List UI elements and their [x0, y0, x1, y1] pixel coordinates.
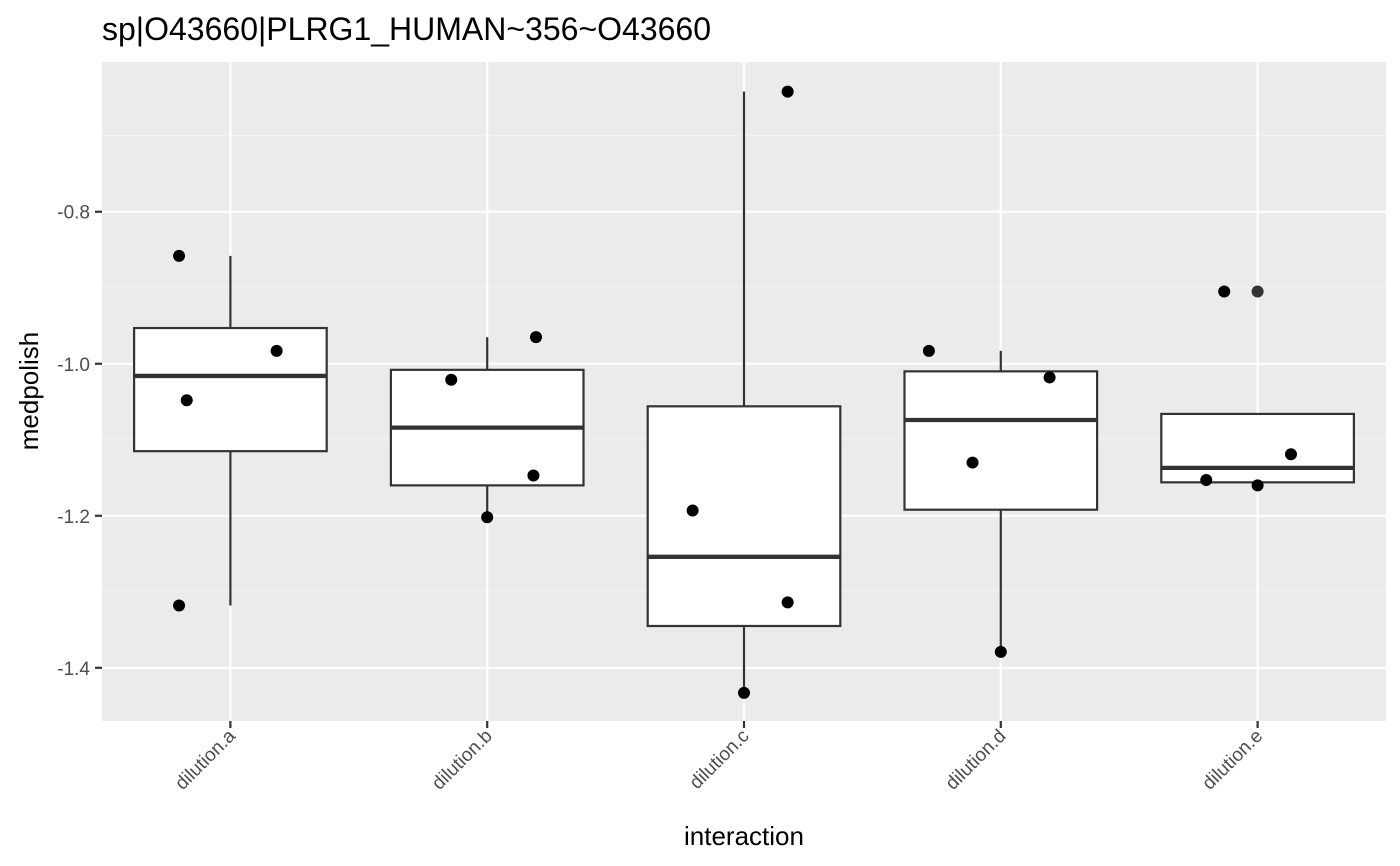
data-point	[738, 686, 750, 699]
data-point	[445, 373, 458, 386]
y-axis: -1.4 -1.2 -1.0 -0.8	[57, 203, 102, 680]
box-dilution-a	[133, 255, 328, 606]
outlier-point	[1251, 285, 1264, 298]
y-tick-label: -1.2	[57, 507, 90, 528]
y-tick-label: -0.8	[57, 203, 90, 224]
x-tick-label: dilution.e	[1199, 726, 1268, 795]
box-iqr	[903, 370, 1099, 511]
data-point	[686, 504, 699, 517]
data-point	[781, 596, 794, 609]
point-layer	[173, 85, 1297, 699]
box-dilution-e	[1160, 412, 1356, 486]
data-point	[529, 331, 542, 344]
data-point	[270, 344, 283, 357]
x-tick-label: dilution.c	[686, 726, 754, 794]
data-point	[1043, 371, 1056, 384]
data-point	[527, 469, 540, 482]
box-iqr	[646, 405, 842, 628]
data-point	[1251, 479, 1264, 492]
data-point	[922, 344, 935, 357]
data-point	[781, 85, 794, 98]
data-point	[481, 511, 494, 524]
data-point	[173, 599, 186, 612]
data-point	[966, 456, 979, 469]
box-iqr	[1160, 412, 1356, 484]
chart-title: sp|O43660|PLRG1_HUMAN~356~O43660	[102, 11, 711, 47]
x-tick-label: dilution.b	[428, 726, 497, 795]
box-dilution-b	[389, 337, 585, 518]
data-point	[1218, 285, 1231, 298]
box-dilution-d	[903, 350, 1099, 652]
box-layer	[133, 91, 1356, 693]
data-point	[180, 394, 193, 407]
x-tick-label: dilution.d	[942, 726, 1011, 795]
x-tick-label: dilution.a	[171, 725, 240, 794]
data-point	[994, 645, 1007, 658]
y-tick-label: -1.0	[57, 355, 90, 376]
data-point	[1200, 474, 1213, 487]
x-axis: dilution.a dilution.b dilution.c dilution.d…	[171, 721, 1267, 794]
x-axis-title: interaction	[684, 821, 804, 851]
data-point	[173, 249, 186, 262]
y-axis-title: medpolish	[14, 332, 44, 451]
data-point	[1284, 448, 1297, 461]
box-iqr	[133, 326, 328, 453]
box-dilution-c	[646, 91, 842, 693]
y-tick-label: -1.4	[57, 659, 90, 680]
